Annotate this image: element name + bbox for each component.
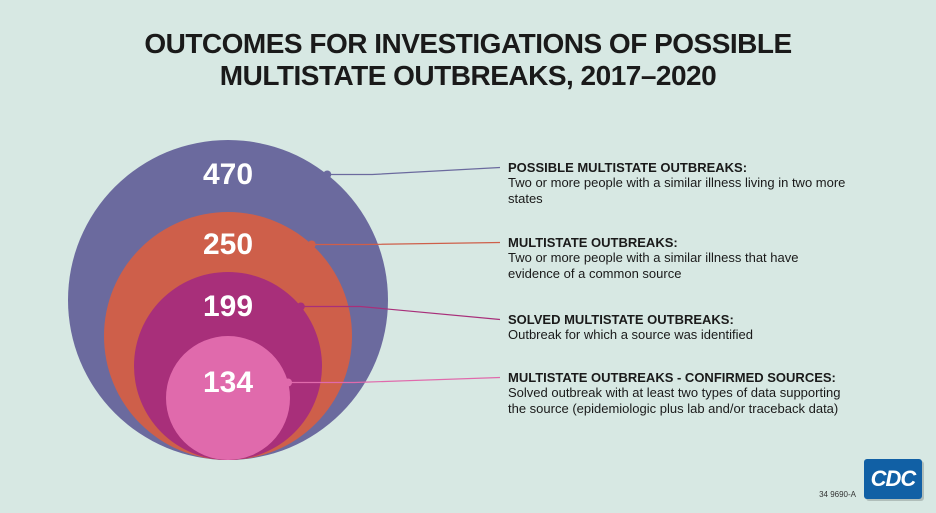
circle-value-0: 470 [68,158,388,192]
legend-title-0: POSSIBLE MULTISTATE OUTBREAKS: [508,160,848,175]
legend-item-2: SOLVED MULTISTATE OUTBREAKS:Outbreak for… [508,312,848,343]
cdc-logo-text: CDC [871,466,916,492]
legend-desc-0: Two or more people with a similar illnes… [508,175,848,208]
circle-3: 134 [166,336,290,460]
page-title: OUTCOMES FOR INVESTIGATIONS OF POSSIBLE … [0,28,936,92]
cdc-logo: CDC [864,459,922,499]
title-line-2: MULTISTATE OUTBREAKS, 2017–2020 [220,60,716,91]
legend-desc-2: Outbreak for which a source was identifi… [508,327,848,343]
legend-item-3: MULTISTATE OUTBREAKS - Confirmed Sources… [508,370,848,418]
legend-title-2: SOLVED MULTISTATE OUTBREAKS: [508,312,848,327]
legend-item-0: POSSIBLE MULTISTATE OUTBREAKS:Two or mor… [508,160,848,208]
title-line-1: OUTCOMES FOR INVESTIGATIONS OF POSSIBLE [144,28,791,59]
legend-title-1: MULTISTATE OUTBREAKS: [508,235,848,250]
infographic-canvas: OUTCOMES FOR INVESTIGATIONS OF POSSIBLE … [0,0,936,513]
footer-code: 34 9690-A [819,490,856,499]
legend-item-1: MULTISTATE OUTBREAKS:Two or more people … [508,235,848,283]
circle-value-3: 134 [166,366,290,400]
circle-value-1: 250 [104,228,352,262]
legend-title-3: MULTISTATE OUTBREAKS - Confirmed Sources… [508,370,848,385]
circle-value-2: 199 [134,290,322,324]
legend-desc-3: Solved outbreak with at least two types … [508,385,848,418]
legend-desc-1: Two or more people with a similar illnes… [508,250,848,283]
